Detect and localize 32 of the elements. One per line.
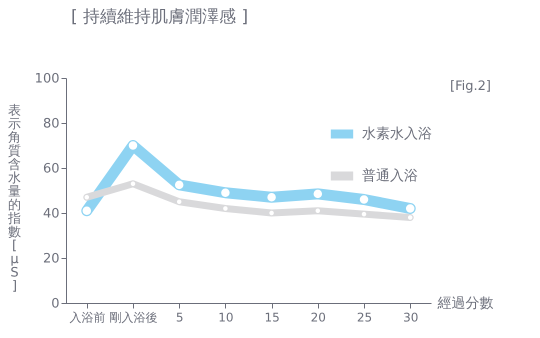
point (266, 192, 277, 202)
x-tick-label: 25 (356, 310, 372, 324)
legend-label: 水素水入浴 (362, 126, 432, 142)
point (312, 188, 324, 200)
x-tick-label: 5 (176, 310, 184, 324)
legend-label: 普通入浴 (362, 167, 418, 184)
point (128, 140, 138, 151)
x-tick-label: 10 (218, 310, 234, 324)
x-tick-label: 15 (264, 310, 280, 324)
x-tick-label: 剛入浴後 (109, 310, 158, 324)
y-tick-label: 60 (42, 162, 60, 176)
y-tick-label: 80 (42, 116, 60, 132)
text: 表示角質含水量的指數[μS] (8, 104, 21, 294)
point (268, 210, 275, 216)
y-tick-label: 20 (42, 252, 60, 266)
point (174, 180, 184, 190)
x-tick-label: 入浴前 (69, 310, 106, 324)
x-tick-label: 20 (310, 310, 326, 324)
point (130, 180, 136, 187)
point (82, 206, 92, 216)
y-tick-label: 0 (51, 296, 60, 312)
y-tick-label: 100 (34, 72, 60, 86)
x-axis-title: 經過分數 (436, 296, 494, 312)
point (358, 194, 370, 205)
point (404, 203, 416, 214)
chart-title: [ 持續維持肌膚潤澤感 ] (71, 7, 248, 27)
text: [Fig.2] (450, 79, 491, 94)
point (222, 205, 229, 212)
x-tick-label: 30 (403, 310, 418, 324)
point (360, 210, 368, 218)
y-tick-label: 40 (42, 206, 60, 222)
point (220, 188, 231, 198)
